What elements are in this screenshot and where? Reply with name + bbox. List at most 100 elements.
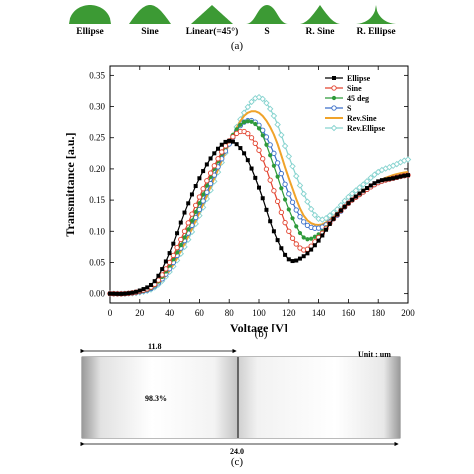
shape-label-2: Linear(=45°) [185,27,239,37]
data-point [271,188,277,194]
data-point [307,205,315,213]
data-point [119,291,124,296]
shape-label-4: R. Sine [305,27,335,37]
data-point [330,209,337,216]
data-point [122,291,127,296]
y-tick-label: 0.10 [89,226,105,236]
data-point [245,131,251,137]
data-point [115,291,120,296]
legend-label: S [347,104,352,113]
data-point [230,139,235,144]
data-point [274,160,281,166]
data-point [402,173,407,178]
data-point [326,212,334,219]
panel-b-label: (b) [254,328,268,340]
data-point [259,95,266,103]
data-point [160,267,165,272]
data-point [260,156,266,162]
data-point [387,176,392,181]
x-tick-label: 120 [282,308,296,318]
data-point [170,252,176,259]
data-point [274,121,281,128]
data-point [263,134,270,140]
data-point [204,162,209,167]
data-point [367,174,374,182]
data-point [182,210,187,215]
y-tick-label: 0.00 [89,289,105,299]
data-point [296,182,304,189]
data-point [189,192,194,197]
data-point [301,254,306,259]
data-point [305,251,310,256]
data-point [260,133,265,138]
data-point [365,186,370,191]
right-cell-region [238,357,400,438]
shape-profile-2 [191,5,233,24]
x-tick-label: 0 [108,308,113,318]
data-point [263,99,270,107]
data-point [175,231,180,236]
data-point [352,187,360,194]
data-point [304,246,311,252]
data-point [204,178,210,184]
data-point [305,237,310,242]
y-tick-label: 0.20 [89,164,105,174]
data-point [286,228,292,234]
data-point [253,121,258,127]
data-point [208,156,213,161]
y-tick-label: 0.35 [89,70,105,80]
data-point [241,128,247,135]
data-point [245,158,250,163]
shape-profile-4 [299,5,341,24]
data-point [248,135,255,141]
data-point [266,105,274,113]
data-point [186,201,191,206]
data-point [337,201,345,209]
data-point [348,190,356,197]
panel-a-label: (a) [230,40,244,52]
data-point [294,224,299,229]
data-point [311,211,319,219]
data-point [406,173,410,178]
data-point [283,252,288,257]
data-point [271,229,276,234]
x-axis-label: Voltage [V] [230,321,288,332]
data-point [394,175,399,180]
series-line-4 [109,110,409,295]
data-point [293,241,299,247]
legend-marker [331,95,337,101]
x-tick-label: 200 [401,308,415,318]
data-point [289,199,296,205]
data-point [383,177,388,182]
data-point [282,181,288,187]
data-point [281,142,289,150]
data-point [398,174,403,179]
data-point [215,156,221,162]
legend-marker [330,124,338,132]
series-line-2 [109,120,409,295]
data-point [372,181,377,186]
x-tick-label: 80 [225,308,235,318]
data-point [212,151,217,156]
data-point [174,244,180,251]
y-tick-label: 0.25 [89,133,105,143]
data-point [315,215,322,223]
legend-marker [331,85,337,91]
data-point [309,247,314,252]
data-point [145,285,150,290]
data-point [244,103,252,111]
data-point [278,170,284,177]
transmittance-voltage-chart: 0 20 40 60 80 100 120 140 160 180 200 0.00 0.05 0.10 0… [63,65,415,332]
data-point [278,131,285,139]
data-point [363,177,371,185]
data-point [371,171,378,178]
data-point [249,166,254,171]
data-point [270,112,278,120]
data-point [327,221,332,226]
data-point [342,204,347,209]
data-point [293,207,299,213]
data-point [181,228,188,234]
data-point [301,235,306,240]
data-point [356,184,363,191]
